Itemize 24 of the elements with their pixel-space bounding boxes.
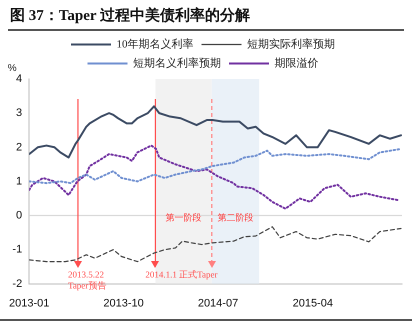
y-tick-label: 0 xyxy=(16,210,22,222)
y-axis-title: % xyxy=(8,62,17,74)
y-tick-label: 2 xyxy=(16,141,22,154)
legend-label: 10年期名义利率 xyxy=(116,37,194,50)
ref-line-label: 2014.1.1 正式Taper xyxy=(145,270,218,280)
y-tick-label: -2 xyxy=(12,278,22,290)
x-tick-label: 2014-07 xyxy=(198,297,238,310)
legend-label: 期限溢价 xyxy=(274,57,318,70)
line-series xyxy=(29,226,402,262)
x-tick-label: 2015-04 xyxy=(292,297,333,310)
y-tick-label: -1 xyxy=(12,244,22,256)
band-label: 第一阶段 xyxy=(166,212,202,223)
y-tick-label: 3 xyxy=(16,107,22,120)
chart-title: 图 37：Taper 过程中美债利率的分解 xyxy=(8,4,404,31)
ref-line-label: 2013.5.22 Taper预告 xyxy=(68,270,106,291)
x-tick-label: 2013-10 xyxy=(103,297,144,310)
legend-label: 短期实际利率预期 xyxy=(247,37,335,50)
line-series xyxy=(29,148,402,184)
line-series xyxy=(29,144,400,210)
legend-label: 短期名义利率预期 xyxy=(133,56,221,70)
x-tick-label: 2013-01 xyxy=(8,297,50,310)
y-tick-label: 1 xyxy=(16,175,22,188)
y-tick-label: 4 xyxy=(16,73,22,86)
band-label: 第二阶段 xyxy=(217,212,254,223)
